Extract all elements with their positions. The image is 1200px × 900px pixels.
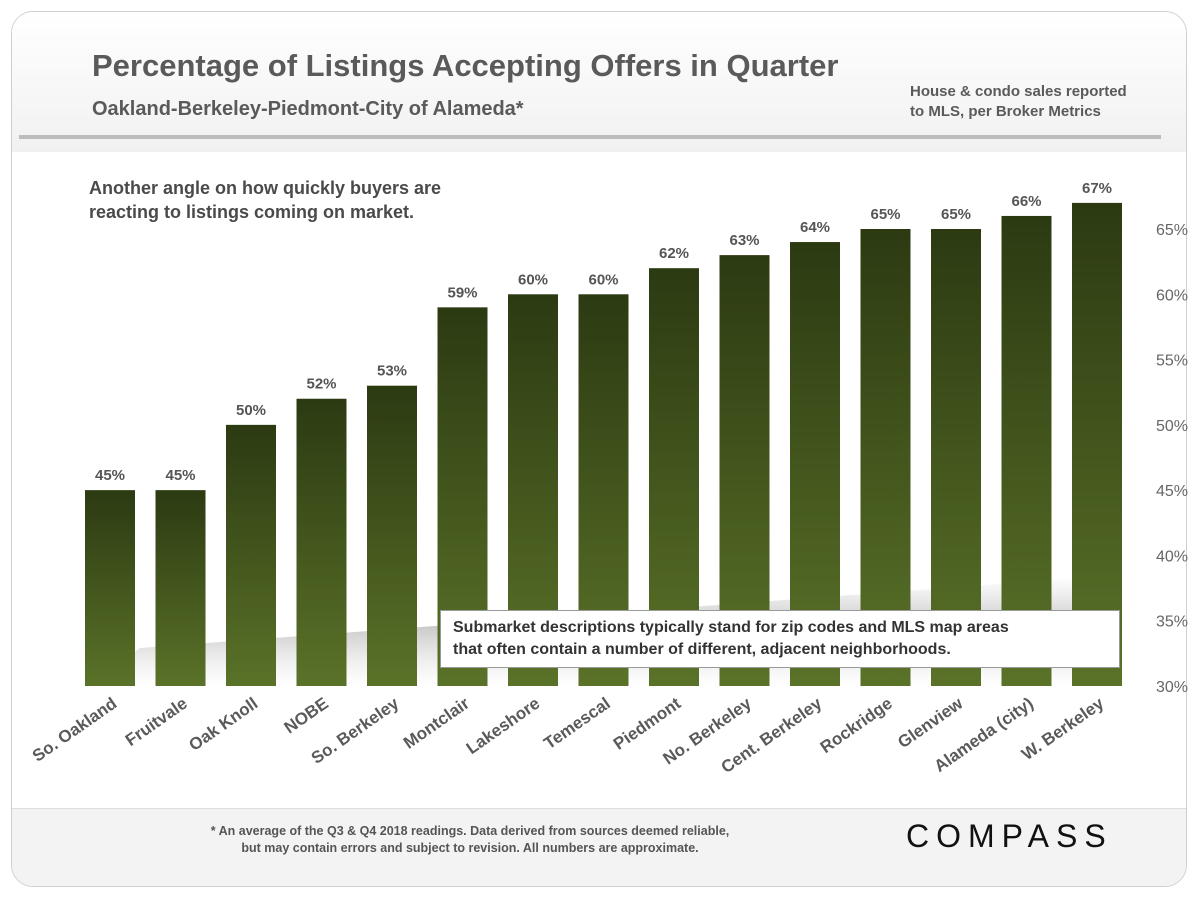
- y-tick-label: 30%: [1156, 679, 1188, 696]
- data-label: 67%: [1082, 180, 1112, 197]
- callout-note-submarkets-line2: that often contain a number of different…: [453, 641, 951, 658]
- callout-note-angle-line1: Another angle on how quickly buyers are: [89, 178, 442, 198]
- y-tick-label: 40%: [1156, 548, 1188, 565]
- category-label: Oak Knoll: [185, 694, 261, 755]
- data-label: 60%: [518, 271, 548, 288]
- data-label: 66%: [1011, 193, 1041, 210]
- category-label: So. Oakland: [29, 694, 120, 766]
- data-label: 64%: [800, 219, 830, 236]
- y-tick-label: 35%: [1156, 614, 1188, 631]
- footnote-line1: * An average of the Q3 & Q4 2018 reading…: [210, 824, 730, 838]
- category-label: Montclair: [400, 693, 473, 752]
- source-note-line1: House & condo sales reported: [910, 83, 1127, 100]
- source-note-line2: to MLS, per Broker Metrics: [910, 103, 1101, 120]
- bar-chart: 45% 45% 50% 52% 53% 59% 60% 60% 62% 63% 64% 65% 65% 6…: [29, 180, 1188, 777]
- bar-so-berkeley: [367, 385, 417, 686]
- compass-logo: COMPASS: [906, 818, 1113, 854]
- footnote-line2: but may contain errors and subject to re…: [241, 841, 699, 855]
- chart-title: Percentage of Listings Accepting Offers …: [92, 48, 839, 83]
- header-band: [12, 12, 1186, 152]
- category-label: Temescal: [540, 694, 613, 753]
- y-tick-label: 55%: [1156, 353, 1188, 370]
- bar-glenview: [931, 229, 981, 686]
- bar-alameda-city: [1001, 215, 1052, 686]
- data-label: 45%: [165, 467, 195, 484]
- bar-rockridge: [860, 229, 911, 686]
- bar-nobe: [296, 398, 347, 686]
- y-tick-label: 65%: [1156, 222, 1188, 239]
- data-label: 52%: [306, 376, 336, 393]
- data-label: 59%: [447, 284, 477, 301]
- bar-fruitvale: [155, 490, 206, 686]
- data-label: 50%: [236, 402, 266, 419]
- chart-subtitle: Oakland-Berkeley-Piedmont-City of Alamed…: [92, 98, 524, 120]
- data-label: 60%: [588, 271, 618, 288]
- data-label: 62%: [659, 245, 689, 262]
- category-label: Rockridge: [817, 694, 896, 757]
- y-tick-label: 60%: [1156, 287, 1188, 304]
- data-label: 63%: [729, 232, 759, 249]
- data-label: 53%: [377, 363, 407, 380]
- bar-w-berkeley: [1072, 202, 1122, 686]
- callout-note-angle-line2: reacting to listings coming on market.: [89, 202, 415, 222]
- bar-oak-knoll: [226, 424, 276, 686]
- slide-frame: [11, 11, 1187, 887]
- category-label: Lakeshore: [463, 694, 544, 758]
- data-label: 65%: [941, 206, 971, 223]
- data-label: 45%: [95, 467, 125, 484]
- footnote: * An average of the Q3 & Q4 2018 reading…: [150, 823, 790, 857]
- y-tick-label: 50%: [1156, 418, 1188, 435]
- category-label: NOBE: [281, 694, 332, 738]
- callout-note-angle: Another angle on how quickly buyers are …: [79, 170, 511, 230]
- footer-band: [12, 808, 1186, 886]
- callout-note-submarkets-line1: Submarket descriptions typically stand f…: [453, 619, 1009, 636]
- callout-note-submarkets: Submarket descriptions typically stand f…: [440, 610, 1120, 668]
- header-divider: [19, 135, 1161, 139]
- category-label: Fruitvale: [122, 694, 191, 750]
- source-note: House & condo sales reported to MLS, per…: [910, 82, 1127, 122]
- bar-so-oakland: [85, 490, 135, 686]
- data-label: 65%: [870, 206, 900, 223]
- y-tick-label: 45%: [1156, 483, 1188, 500]
